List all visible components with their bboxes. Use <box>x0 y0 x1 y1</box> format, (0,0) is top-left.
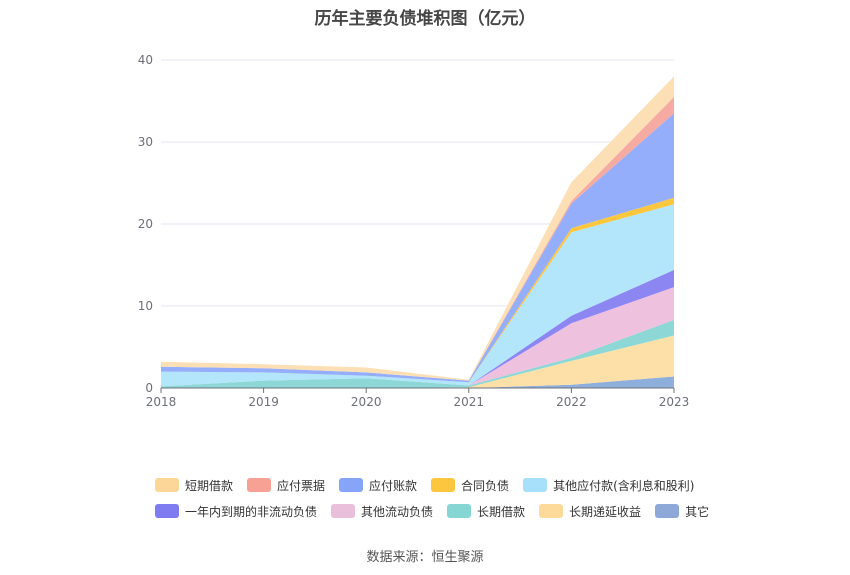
x-tick-label: 2019 <box>248 395 279 409</box>
legend-swatch <box>655 504 680 518</box>
legend-item[interactable]: 应付票据 <box>247 477 325 494</box>
stacked-area-chart: 0 10 20 30 40 2018 2019 2020 2021 2022 2023 <box>138 53 690 409</box>
legend: 短期借款 应付票据 应付账款 合同负债 其他应付款(含利息和股利) 一年内到期的… <box>155 472 755 524</box>
legend-row-1: 短期借款 应付票据 应付账款 合同负债 其他应付款(含利息和股利) <box>155 472 755 498</box>
legend-label: 合同负债 <box>461 478 510 493</box>
legend-label: 一年内到期的非流动负债 <box>185 504 318 519</box>
legend-label: 长期借款 <box>477 504 526 519</box>
legend-item[interactable]: 其他流动负债 <box>331 503 433 520</box>
legend-item[interactable]: 应付账款 <box>339 477 417 494</box>
y-tick-label: 30 <box>138 135 153 149</box>
y-tick-label: 20 <box>138 217 153 231</box>
legend-row-2: 一年内到期的非流动负债 其他流动负债 长期借款 长期递延收益 其它 <box>155 498 755 524</box>
area-series <box>161 204 674 387</box>
legend-swatch <box>331 504 356 518</box>
legend-item[interactable]: 长期递延收益 <box>539 503 641 520</box>
legend-item[interactable]: 长期借款 <box>447 503 525 520</box>
legend-swatch <box>447 504 472 518</box>
legend-swatch <box>339 478 364 492</box>
legend-label: 其他流动负债 <box>361 504 434 519</box>
legend-item[interactable]: 其他应付款(含利息和股利) <box>523 477 694 494</box>
legend-swatch <box>539 504 564 518</box>
y-tick-label: 10 <box>138 299 153 313</box>
legend-label: 短期借款 <box>185 478 234 493</box>
chart-title: 历年主要负债堆积图（亿元） <box>314 9 536 29</box>
legend-label: 长期递延收益 <box>569 504 642 519</box>
area-series <box>161 335 674 388</box>
legend-swatch <box>431 478 456 492</box>
legend-swatch <box>155 504 179 518</box>
legend-label: 其他应付款(含利息和股利) <box>553 478 695 493</box>
x-tick-label: 2018 <box>146 395 177 409</box>
legend-label: 应付账款 <box>369 478 418 493</box>
legend-swatch <box>155 478 179 492</box>
data-source: 数据来源：恒生聚源 <box>366 550 484 565</box>
y-tick-label: 0 <box>145 381 153 395</box>
x-tick-label: 2020 <box>351 395 382 409</box>
legend-label: 其它 <box>685 504 710 519</box>
legend-swatch <box>247 478 272 492</box>
y-tick-label: 40 <box>138 53 153 67</box>
legend-item[interactable]: 其它 <box>655 503 709 520</box>
area-series <box>161 376 674 388</box>
legend-item[interactable]: 短期借款 <box>155 477 233 494</box>
area-series <box>161 287 674 387</box>
area-series <box>161 197 674 383</box>
legend-item[interactable]: 一年内到期的非流动负债 <box>155 503 317 520</box>
legend-label: 应付票据 <box>277 478 326 493</box>
x-tick-label: 2023 <box>659 395 690 409</box>
legend-item[interactable]: 合同负债 <box>431 477 509 494</box>
x-tick-label: 2022 <box>556 395 587 409</box>
x-tick-label: 2021 <box>454 395 485 409</box>
legend-swatch <box>523 478 548 492</box>
